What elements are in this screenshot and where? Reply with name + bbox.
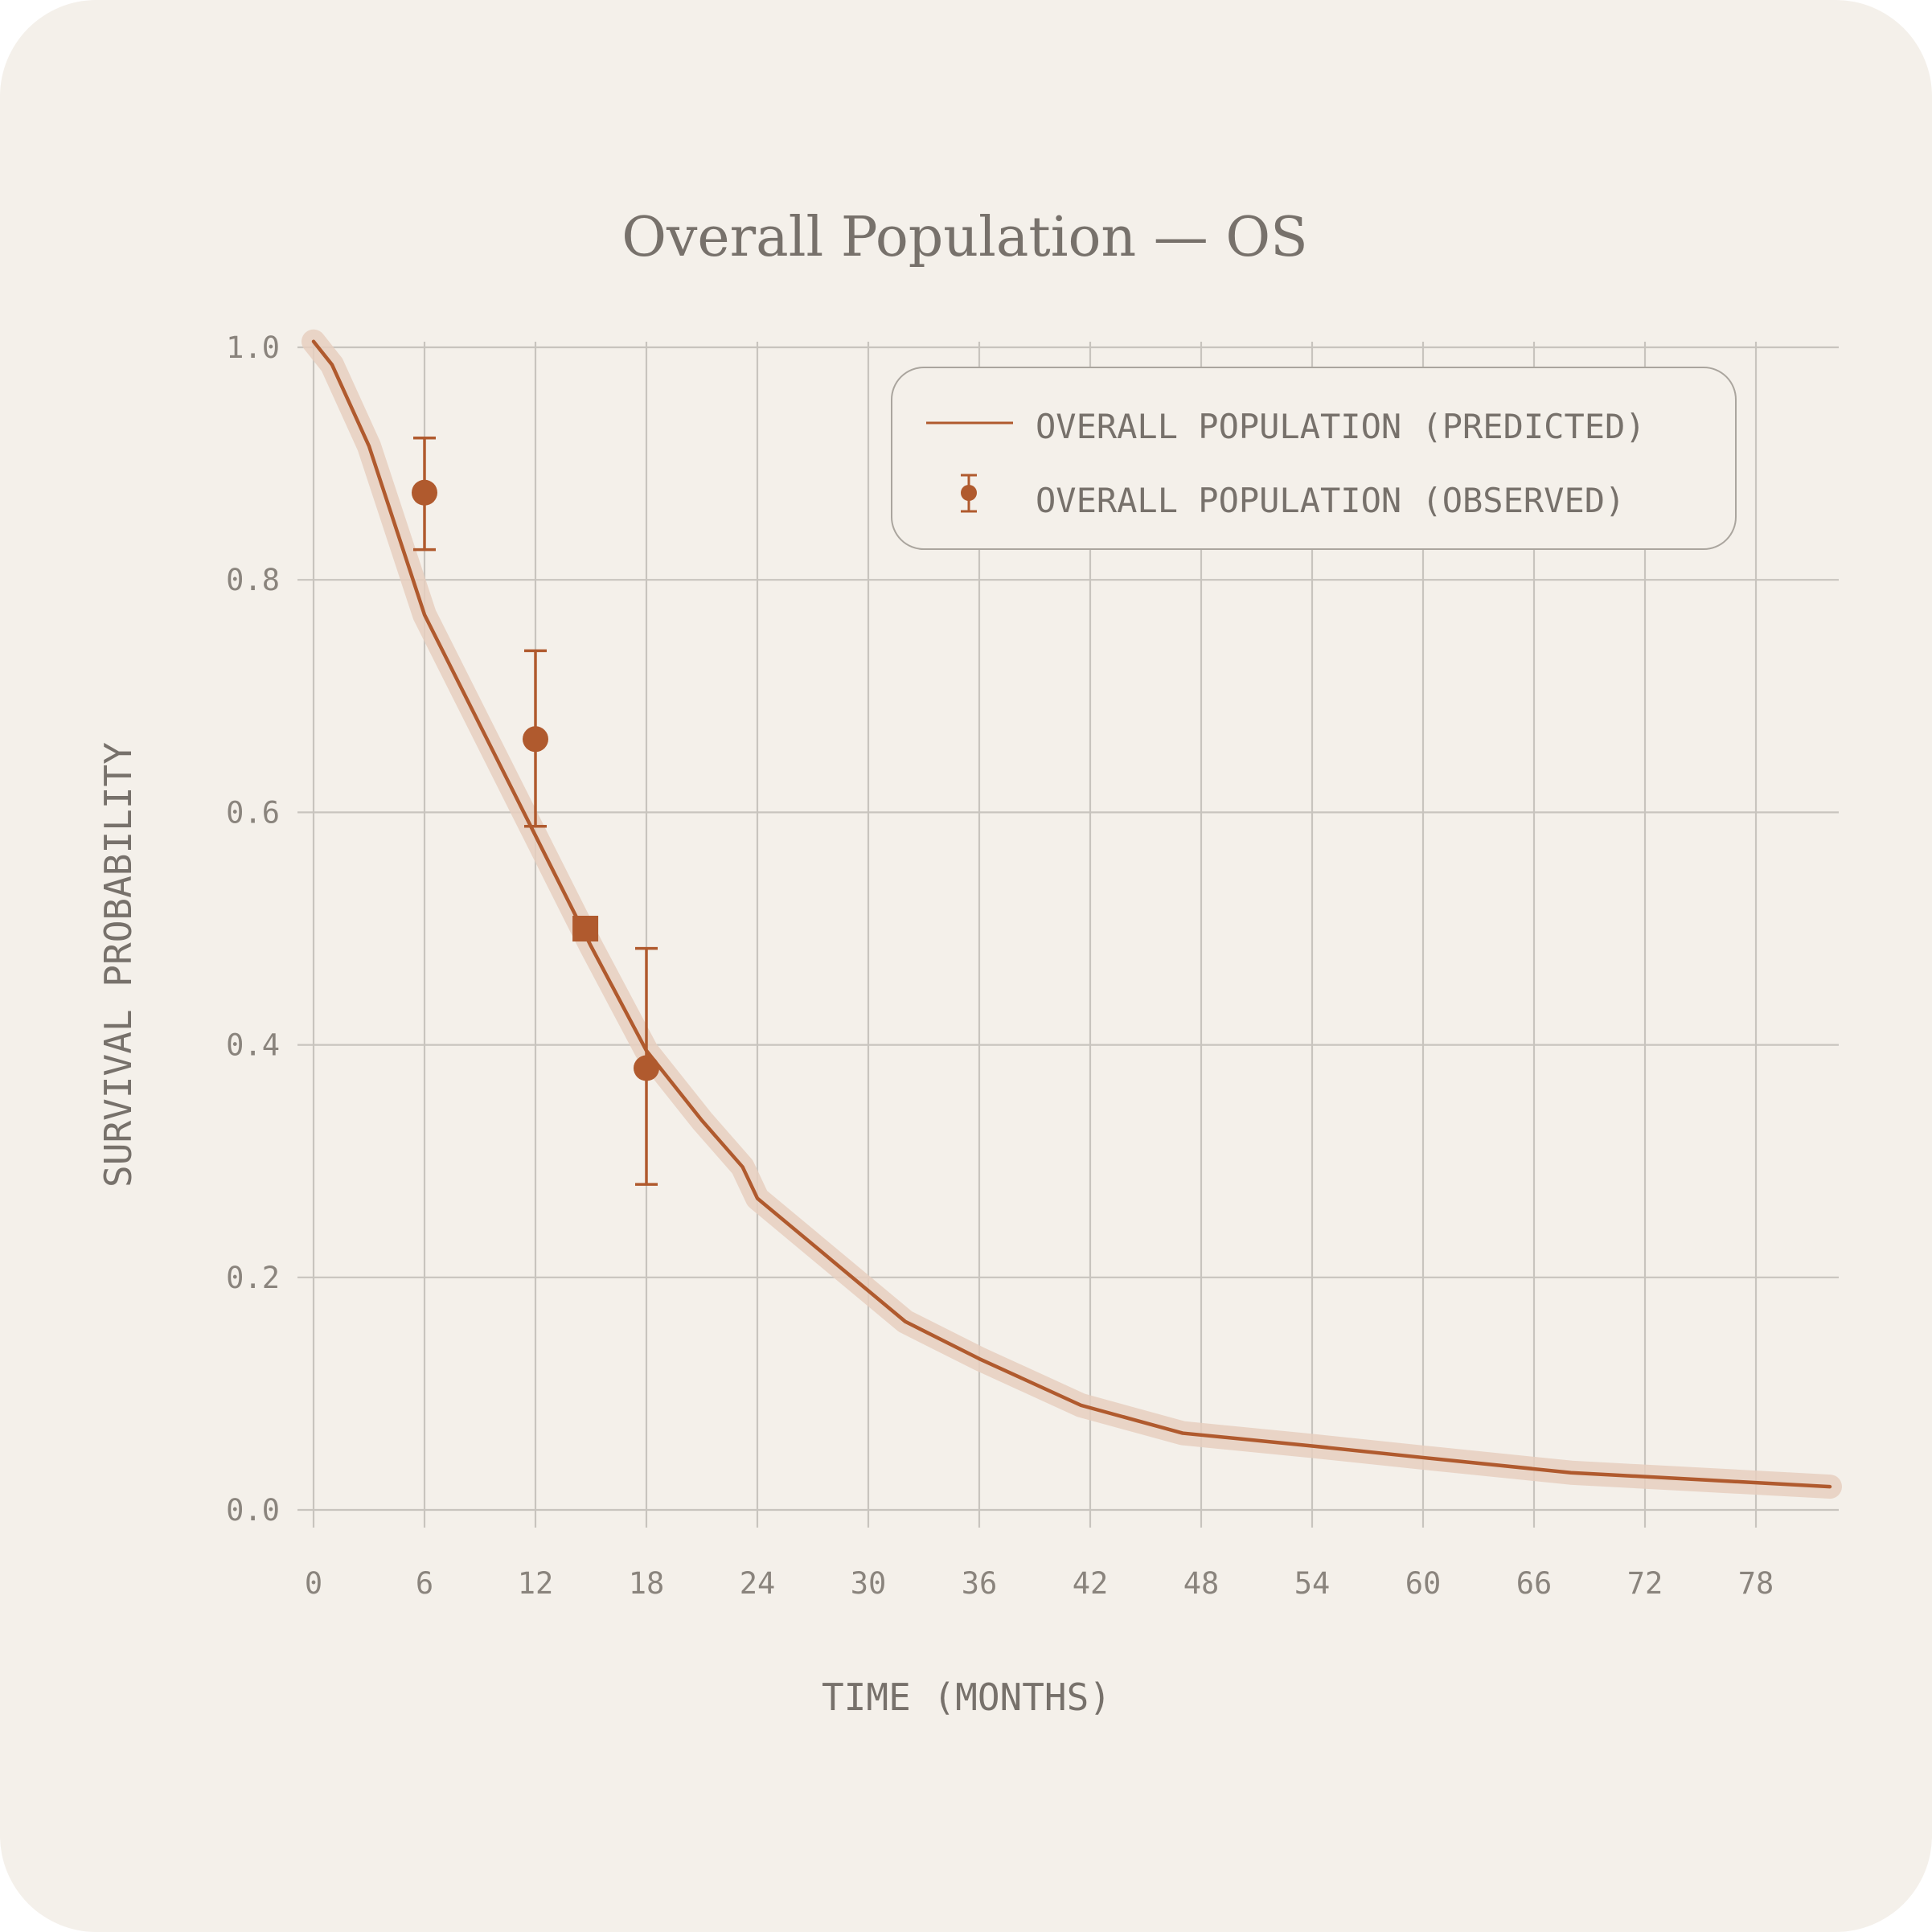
x-tick-label: 72 — [1627, 1566, 1663, 1601]
observed-marker — [412, 479, 437, 506]
x-tick-label: 6 — [416, 1566, 433, 1601]
x-tick-label: 42 — [1073, 1566, 1109, 1601]
x-tick-label: 0 — [305, 1566, 322, 1601]
x-tick-label: 78 — [1738, 1566, 1774, 1601]
y-tick-label: 0.6 — [226, 795, 280, 830]
y-axis-label: SURVIVAL PROBABILITY — [96, 742, 140, 1188]
x-tick-label: 66 — [1516, 1566, 1553, 1601]
y-tick-label: 0.8 — [226, 563, 280, 597]
observed-point — [634, 946, 659, 1186]
legend-errorbar-swatch — [961, 474, 977, 513]
x-tick-label: 60 — [1405, 1566, 1442, 1601]
legend: OVERALL POPULATION (PREDICTED) OVERALL P… — [891, 367, 1737, 550]
predicted-line-layer — [311, 339, 1832, 1489]
y-tick-label: 0.0 — [226, 1493, 280, 1528]
observed-points-layer — [412, 437, 659, 1186]
x-axis-label: TIME (MONTHS) — [822, 1676, 1111, 1719]
observed-marker — [634, 1055, 659, 1081]
x-tick-label: 48 — [1183, 1566, 1220, 1601]
x-tick-label: 12 — [518, 1566, 554, 1601]
x-tick-label: 30 — [851, 1566, 887, 1601]
legend-box — [891, 367, 1737, 550]
observed-point — [523, 649, 548, 828]
x-tick-label: 54 — [1294, 1566, 1331, 1601]
y-tick-label: 0.2 — [226, 1261, 280, 1295]
legend-label-observed: OVERALL POPULATION (OBSERVED) — [1036, 481, 1625, 520]
legend-label-predicted: OVERALL POPULATION (PREDICTED) — [1036, 407, 1646, 446]
median-marker — [572, 916, 599, 941]
observed-marker — [523, 726, 548, 753]
y-tick-label: 0.4 — [226, 1028, 280, 1063]
predicted-line — [311, 339, 1832, 1489]
observed-point — [412, 437, 437, 552]
x-tick-label: 18 — [629, 1566, 665, 1601]
y-tick-label: 1.0 — [226, 330, 280, 365]
x-tick-label: 36 — [962, 1566, 998, 1601]
tick-label-layer: 0 6 12 18 24 30 36 42 48 54 60 66 72 78 0.0 0.2 0.4 0.6 0.… — [226, 330, 1774, 1601]
x-tick-label: 24 — [740, 1566, 776, 1601]
chart-title: Overall Population — OS — [621, 206, 1308, 269]
